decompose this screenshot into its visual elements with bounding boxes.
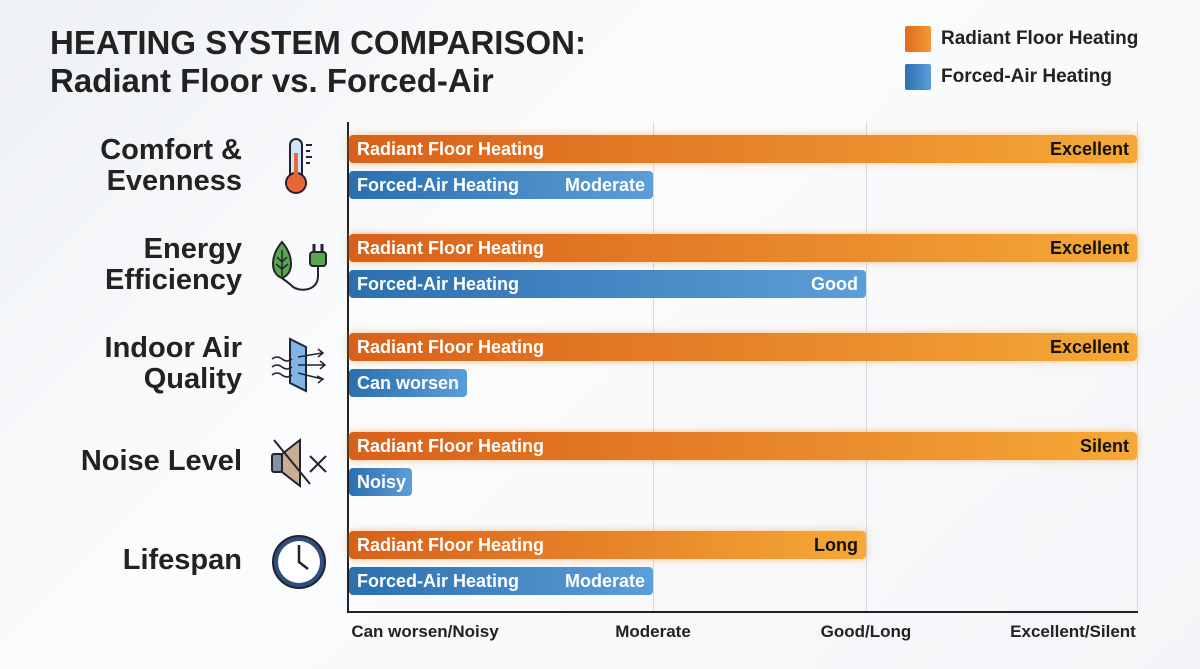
bar-forced-air: Can worsen	[349, 369, 467, 397]
bar-value-label: Can worsen	[357, 372, 460, 393]
thermometer-icon	[285, 138, 312, 194]
leaf-plug-icon	[272, 240, 327, 291]
bar-forced-air: Forced-Air Heating Moderate	[349, 171, 653, 199]
title-line-2: Radiant Floor vs. Forced-Air	[50, 62, 494, 99]
chart-title: HEATING SYSTEM COMPARISON: Radiant Floor…	[50, 24, 586, 100]
bar-radiant: Radiant Floor Heating Excellent	[349, 234, 1137, 262]
bar-value-label: Good	[811, 273, 858, 294]
bar-value-label: Moderate	[564, 570, 645, 591]
bar-value-label: Excellent	[1049, 237, 1129, 258]
bar-value-label: Moderate	[564, 174, 645, 195]
bar-forced-air: Noisy	[349, 468, 413, 496]
clock-icon	[272, 535, 326, 589]
bar-series-label: Radiant Floor Heating	[357, 435, 545, 456]
bar-radiant: Radiant Floor Heating Long	[349, 531, 866, 559]
x-tick-label: Moderate	[615, 622, 691, 641]
x-tick-label: Can worsen/Noisy	[351, 622, 499, 641]
x-axis-line	[347, 611, 1138, 613]
x-tick-label: Excellent/Silent	[1010, 622, 1136, 641]
bar-value-label: Excellent	[1049, 138, 1129, 159]
category-label: Comfort & Evenness	[100, 134, 242, 197]
gridline	[1137, 122, 1138, 612]
bar-series-label: Radiant Floor Heating	[357, 336, 545, 357]
legend-swatch-radiant	[905, 26, 931, 52]
gridline	[653, 122, 654, 612]
category-label: Lifespan	[122, 544, 242, 576]
y-axis-line	[347, 122, 349, 613]
gridline	[866, 122, 867, 612]
x-tick-label: Good/Long	[820, 622, 912, 641]
category-label: Indoor Air Quality	[104, 332, 242, 395]
bar-series-label: Radiant Floor Heating	[357, 534, 545, 555]
title-line-1: HEATING SYSTEM COMPARISON:	[50, 24, 586, 61]
category-label: Energy Efficiency	[105, 233, 242, 296]
bar-value-label: Noisy	[357, 471, 407, 492]
bar-series-label: Forced-Air Heating	[357, 174, 520, 195]
legend-label-forced-air: Forced-Air Heating	[941, 66, 1113, 87]
legend-swatch-forced-air	[905, 64, 931, 90]
bar-radiant: Radiant Floor Heating Excellent	[349, 333, 1137, 361]
bar-series-label: Radiant Floor Heating	[357, 237, 545, 258]
speaker-muted-icon	[271, 437, 327, 489]
bar-series-label: Forced-Air Heating	[357, 570, 520, 591]
legend: Radiant Floor Heating Forced-Air Heating	[905, 26, 1138, 102]
bar-value-label: Excellent	[1049, 336, 1129, 357]
bar-radiant: Radiant Floor Heating Excellent	[349, 135, 1137, 163]
category-label: Noise Level	[80, 445, 242, 477]
legend-item-forced-air: Forced-Air Heating	[905, 64, 1138, 90]
air-filter-icon	[271, 337, 327, 393]
bar-series-label: Forced-Air Heating	[357, 273, 520, 294]
bar-value-label: Long	[814, 534, 858, 555]
legend-item-radiant: Radiant Floor Heating	[905, 26, 1138, 52]
bar-forced-air: Forced-Air Heating Moderate	[349, 567, 653, 595]
bar-radiant: Radiant Floor Heating Silent	[349, 432, 1137, 460]
bar-forced-air: Forced-Air Heating Good	[349, 270, 866, 298]
legend-label-radiant: Radiant Floor Heating	[941, 28, 1139, 49]
bar-series-label: Radiant Floor Heating	[357, 138, 545, 159]
bar-value-label: Silent	[1079, 435, 1129, 456]
